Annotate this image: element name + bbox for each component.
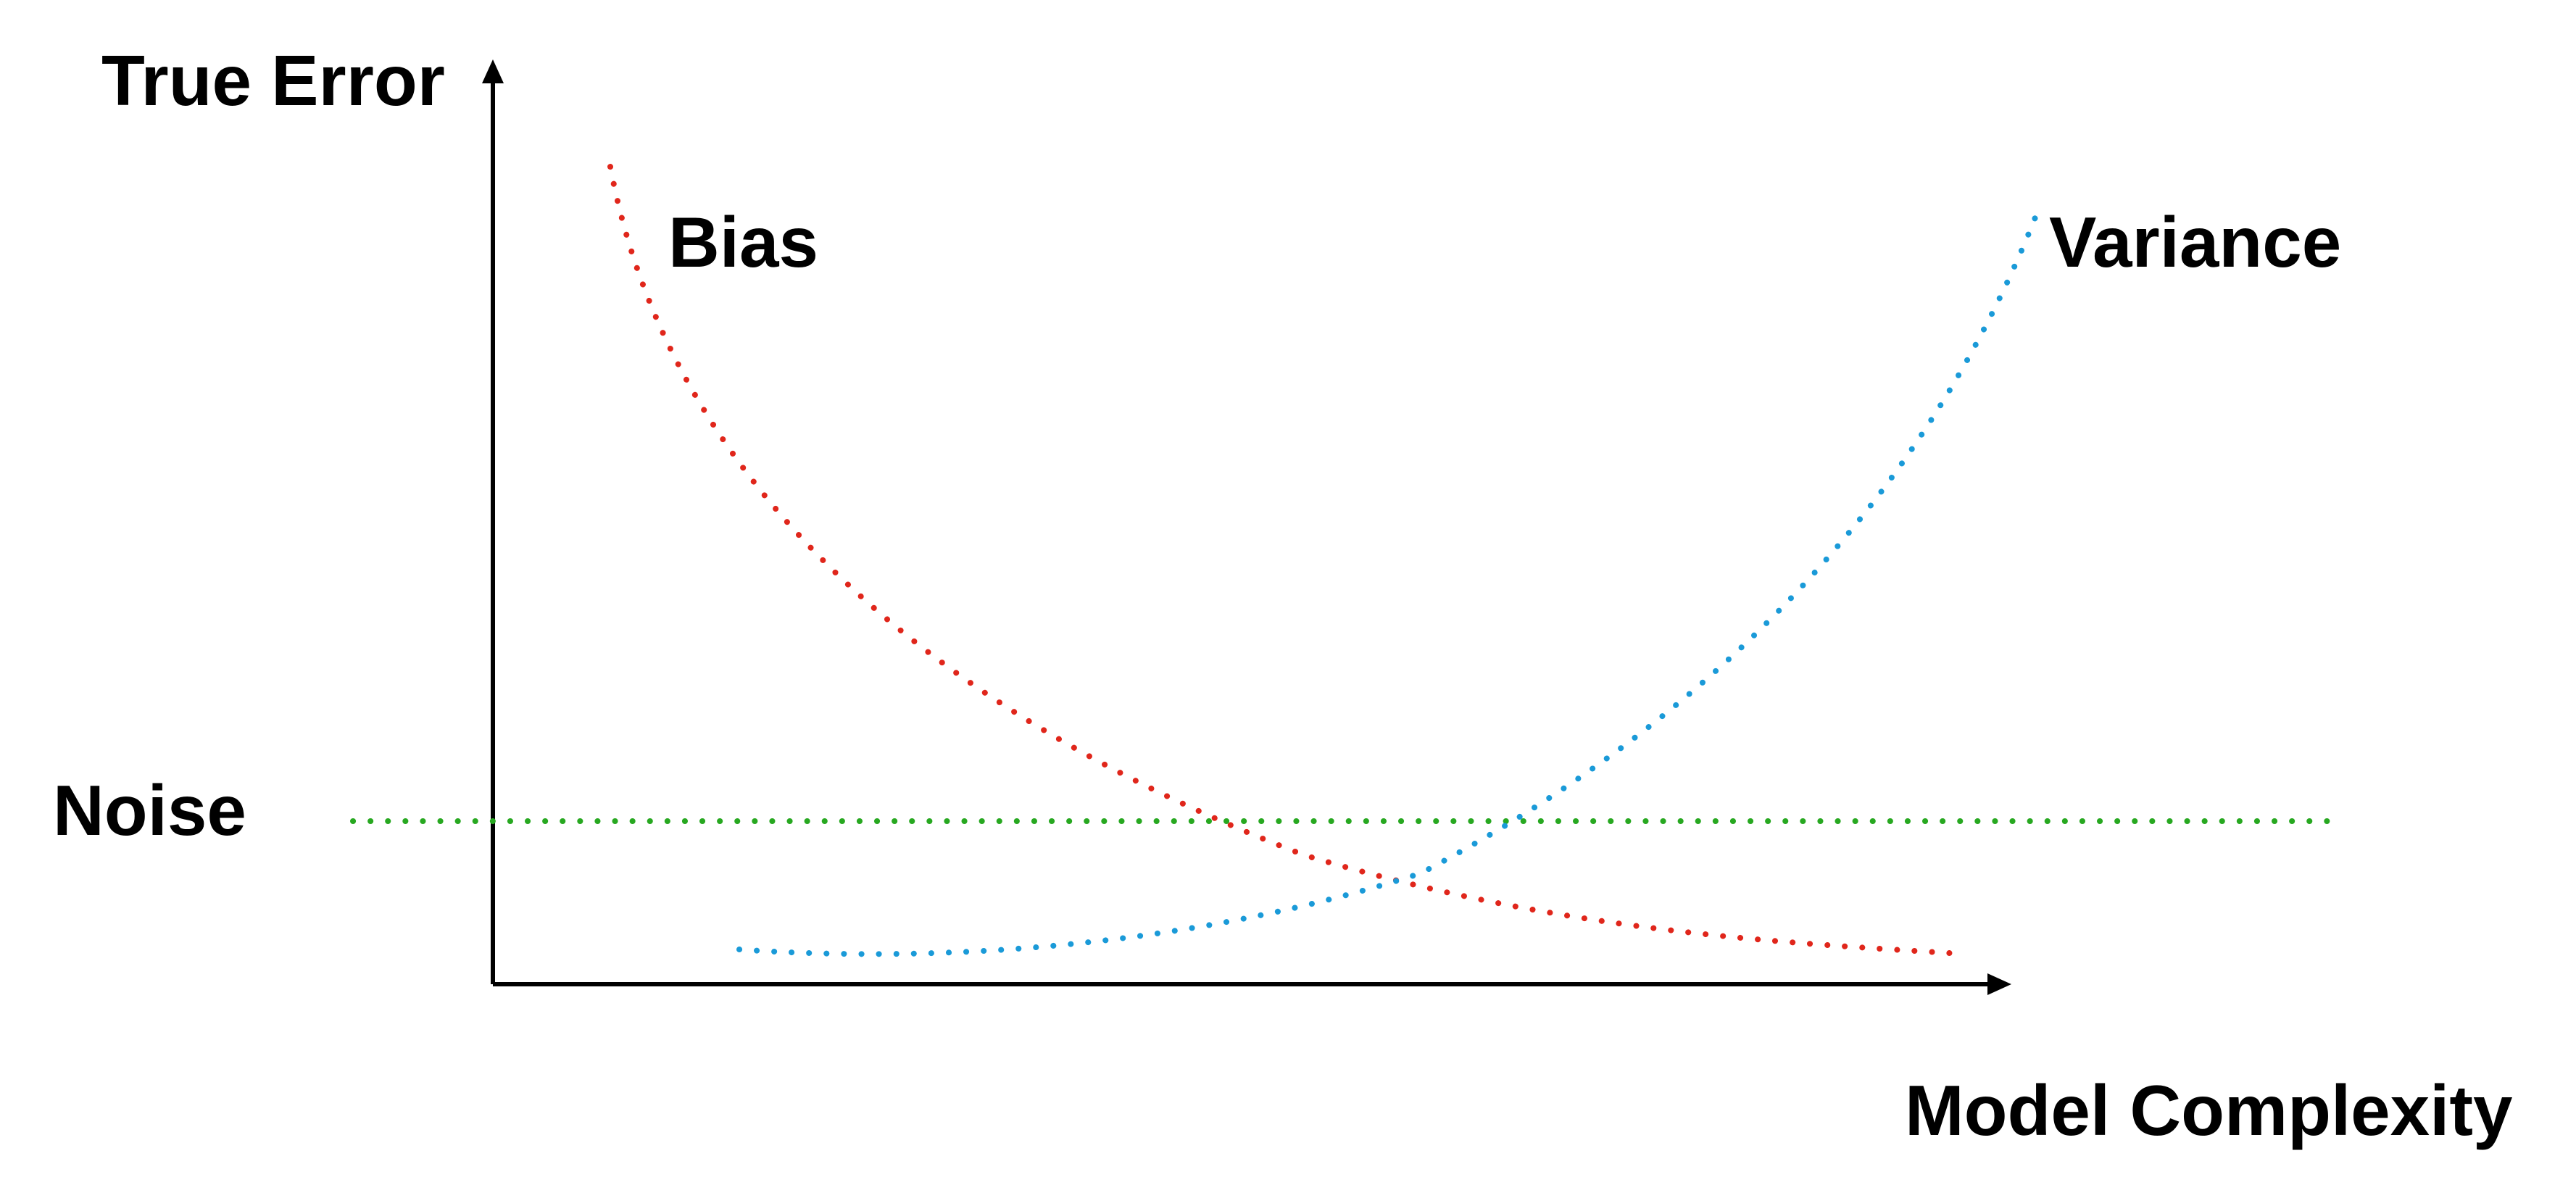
y-axis-label: True Error bbox=[101, 41, 445, 120]
bias-curve bbox=[607, 164, 1953, 956]
axes bbox=[482, 59, 2011, 995]
variance-curve bbox=[736, 211, 2040, 957]
y-axis-arrowhead bbox=[482, 59, 504, 83]
noise-label: Noise bbox=[53, 770, 246, 850]
bias-label: Bias bbox=[668, 202, 818, 282]
x-axis-label: Model Complexity bbox=[1905, 1070, 2513, 1150]
x-axis-arrowhead bbox=[1987, 973, 2011, 995]
variance-label: Variance bbox=[2049, 202, 2341, 282]
